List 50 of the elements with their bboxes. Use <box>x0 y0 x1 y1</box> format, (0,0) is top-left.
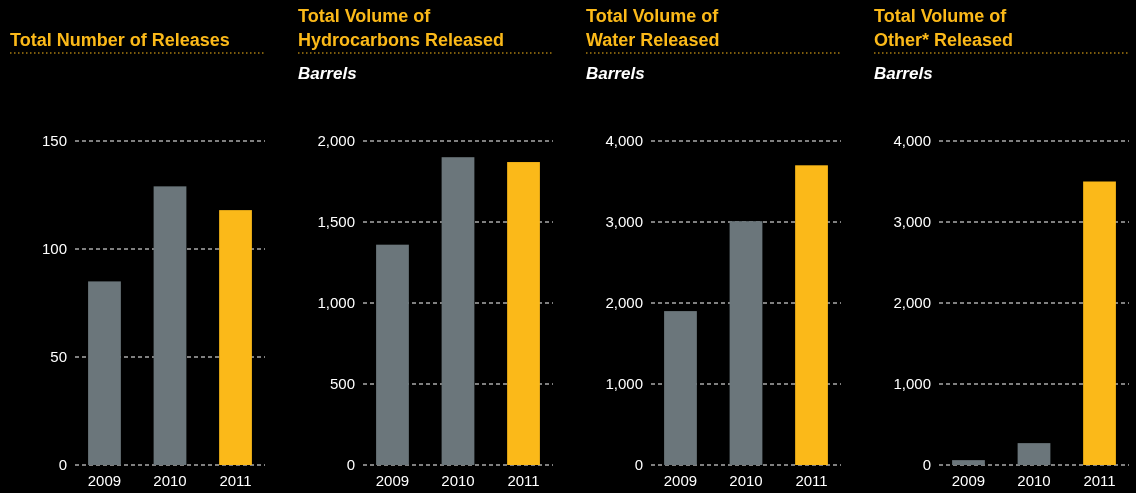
y-tick-label: 500 <box>329 375 355 393</box>
y-tick-label: 3,000 <box>893 213 931 231</box>
bar <box>952 460 985 465</box>
y-tick-label: 4,000 <box>605 132 643 150</box>
chart-title: Total Volume of Hydrocarbons Released <box>298 6 505 50</box>
x-tick-label: 2010 <box>441 472 475 489</box>
x-tick-label: 2011 <box>1083 472 1116 489</box>
chart-title: Total Number of Releases <box>10 30 230 50</box>
y-tick-label: 0 <box>346 456 355 474</box>
bar <box>795 165 828 465</box>
y-tick-label: 100 <box>41 240 67 258</box>
y-tick-label: 0 <box>922 456 931 474</box>
x-tick-label: 2010 <box>729 472 763 489</box>
x-tick-label: 2009 <box>375 472 410 489</box>
y-tick-label: 1,000 <box>317 294 355 312</box>
y-tick-label: 1,000 <box>605 375 643 393</box>
bar <box>441 157 475 465</box>
y-tick-label: 0 <box>634 456 643 474</box>
x-tick-label: 2010 <box>1017 472 1051 489</box>
bar <box>729 221 763 465</box>
y-tick-label: 1,500 <box>317 213 355 231</box>
y-tick-label: 150 <box>41 132 67 150</box>
bar <box>219 210 252 465</box>
chart-title: Total Volume of Other* Released <box>874 6 1014 50</box>
bar <box>507 162 540 465</box>
bar <box>664 311 697 465</box>
x-tick-label: 2011 <box>795 472 828 489</box>
x-tick-label: 2011 <box>507 472 540 489</box>
x-tick-label: 2011 <box>219 472 252 489</box>
y-tick-label: 2,000 <box>893 294 931 312</box>
x-tick-label: 2009 <box>663 472 698 489</box>
x-tick-label: 2010 <box>153 472 187 489</box>
bar <box>1083 181 1116 465</box>
y-tick-label: 3,000 <box>605 213 643 231</box>
bar <box>376 244 409 465</box>
x-tick-label: 2009 <box>951 472 986 489</box>
chart-subtitle: Barrels <box>586 64 645 83</box>
y-tick-label: 4,000 <box>893 132 931 150</box>
bar <box>1017 443 1051 465</box>
bar <box>153 186 187 465</box>
y-tick-label: 1,000 <box>893 375 931 393</box>
chart-title: Total Volume of Water Released <box>586 6 720 50</box>
x-tick-label: 2009 <box>87 472 122 489</box>
chart-subtitle: Barrels <box>874 64 933 83</box>
y-tick-label: 2,000 <box>317 132 355 150</box>
bar <box>88 281 121 465</box>
y-tick-label: 2,000 <box>605 294 643 312</box>
y-tick-label: 0 <box>58 456 67 474</box>
y-tick-label: 50 <box>50 348 67 366</box>
chart-subtitle: Barrels <box>298 64 357 83</box>
